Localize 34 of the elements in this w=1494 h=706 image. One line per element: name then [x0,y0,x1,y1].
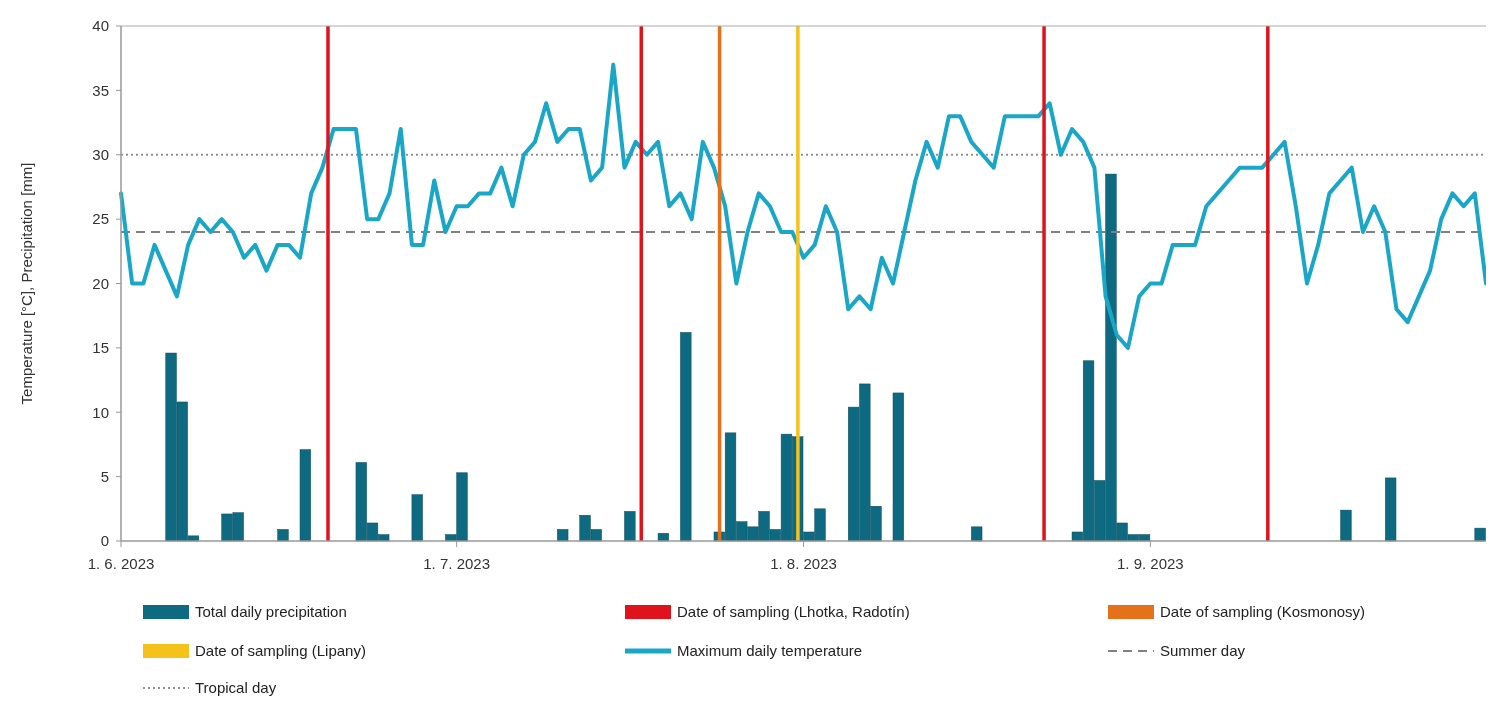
legend-label: Maximum daily temperature [677,642,863,660]
y-tick-label: 25 [92,210,109,228]
bar [971,526,983,542]
y-tick-label: 40 [92,17,109,35]
bar [1474,527,1486,542]
legend-label: Date of sampling (Lhotka, Radotín) [677,603,910,621]
bar [557,529,569,542]
y-tick-label: 30 [92,146,109,163]
x-tick-label: 1. 7. 2023 [423,555,491,572]
y-tick-label: 0 [100,532,109,550]
bar [657,533,669,542]
bar [680,332,692,542]
bar [411,494,423,542]
y-tick-label: 20 [92,274,109,292]
bar [1385,477,1397,542]
y-tick-label: 35 [92,81,109,99]
x-tick-label: 1. 6. 2023 [87,555,155,572]
legend-label: Total daily precipitation [195,603,347,621]
legend-label: Summer day [1160,642,1246,660]
legend-label: Tropical day [195,679,277,697]
y-tick-label: 10 [92,403,109,421]
y-axis-title: Temperature [°C], Precipitation [mm] [18,162,35,405]
legend-label: Date of sampling (Lipany) [195,642,366,660]
bar [892,392,904,542]
x-tick-label: 1. 9. 2023 [1116,555,1184,572]
bar [277,529,289,542]
bar [299,449,311,542]
bar [1340,509,1352,542]
x-tick-label: 1. 8. 2023 [770,555,837,572]
line-series [119,62,1486,350]
y-tick-label: 5 [100,467,109,485]
y-tick-label: 15 [92,339,109,357]
bar [624,511,636,542]
legend-label: Date of sampling (Kosmonosy) [1160,603,1366,621]
